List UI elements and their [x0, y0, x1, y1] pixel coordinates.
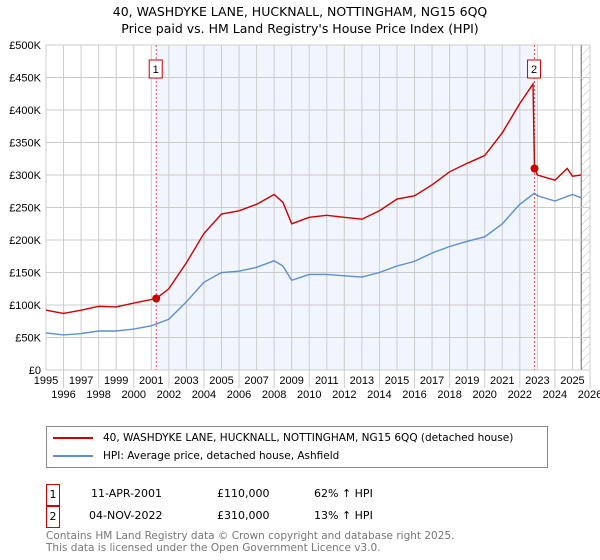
x-tick-label: 1997 — [69, 375, 93, 387]
legend-label: HPI: Average price, detached house, Ashf… — [103, 450, 340, 462]
sale-hpi: 62% ↑ HPI — [314, 487, 373, 500]
x-tick-label: 2003 — [174, 375, 198, 387]
legend-swatch — [53, 437, 93, 439]
x-tick-label: 2009 — [279, 375, 303, 387]
x-tick-label: 2005 — [209, 375, 233, 387]
sale-row: 2 04-NOV-2022 £310,000 13% ↑ HPI — [46, 506, 446, 528]
legend-item-hpi: HPI: Average price, detached house, Ashf… — [53, 447, 339, 465]
legend-swatch — [53, 455, 93, 457]
y-tick-label: £250K — [9, 203, 41, 215]
footer: Contains HM Land Registry data © Crown c… — [46, 530, 454, 554]
sale-row: 1 11-APR-2001 £110,000 62% ↑ HPI — [46, 484, 446, 506]
x-tick-label: 1996 — [51, 389, 75, 401]
x-tick-label: 2008 — [262, 389, 286, 401]
x-tick-label: 2010 — [297, 389, 321, 401]
legend-label: 40, WASHDYKE LANE, HUCKNALL, NOTTINGHAM,… — [103, 432, 514, 444]
x-tick-label: 1995 — [34, 375, 58, 387]
sale-hpi: 13% ↑ HPI — [314, 509, 373, 522]
footer-line: Contains HM Land Registry data © Crown c… — [46, 530, 455, 542]
y-tick-label: £300K — [9, 170, 41, 182]
y-tick-label: £200K — [9, 235, 41, 247]
sale-date: 11-APR-2001 — [91, 487, 163, 500]
x-tick-label: 2014 — [367, 389, 391, 401]
y-tick-label: £150K — [9, 268, 41, 280]
y-tick-label: £350K — [9, 138, 41, 150]
x-tick-label: 2023 — [525, 375, 549, 387]
y-tick-label: £500K — [9, 40, 41, 52]
x-tick-label: 2024 — [543, 389, 567, 401]
plot-border — [45, 44, 591, 371]
chart-subtitle: Price paid vs. HM Land Registry's House … — [121, 21, 479, 36]
y-tick-label: £50K — [15, 333, 41, 345]
sale-date: 04-NOV-2022 — [89, 509, 163, 522]
x-tick-label: 2011 — [315, 375, 339, 387]
x-tick-label: 2002 — [157, 389, 181, 401]
sale-label: 2 — [531, 64, 537, 76]
x-tick-label: 2012 — [332, 389, 356, 401]
x-tick-label: 2013 — [350, 375, 374, 387]
y-tick-label: £450K — [9, 73, 41, 85]
x-tick-label: 2007 — [244, 375, 268, 387]
x-tick-label: 2022 — [508, 389, 532, 401]
sale-point — [530, 164, 539, 173]
x-tick-label: 2001 — [139, 375, 163, 387]
sale-price: £310,000 — [217, 509, 270, 522]
y-tick-label: £400K — [9, 105, 41, 117]
y-tick-label: £0 — [29, 365, 41, 377]
x-tick-label: 2018 — [437, 389, 461, 401]
x-tick-label: 2025 — [560, 375, 584, 387]
sale-label-box — [148, 59, 163, 79]
chart-title: 40, WASHDYKE LANE, HUCKNALL, NOTTINGHAM,… — [112, 4, 488, 19]
series-line — [45, 192, 582, 336]
footer-line: This data is licensed under the Open Gov… — [46, 542, 381, 554]
legend-item-property: 40, WASHDYKE LANE, HUCKNALL, NOTTINGHAM,… — [53, 429, 513, 447]
x-tick-label: 2004 — [192, 389, 216, 401]
sale-point — [152, 294, 161, 303]
sale-label-box — [527, 59, 542, 79]
x-tick-label: 1999 — [104, 375, 128, 387]
x-tick-label: 2020 — [472, 389, 496, 401]
x-tick-label: 2015 — [385, 375, 409, 387]
sale-label: 1 — [153, 64, 159, 76]
sale-marker: 1 — [46, 484, 60, 506]
x-tick-label: 1998 — [86, 389, 110, 401]
x-tick-label: 2016 — [402, 389, 426, 401]
x-tick-label: 2000 — [121, 389, 145, 401]
sale-price: £110,000 — [217, 487, 270, 500]
x-tick-label: 2006 — [227, 389, 251, 401]
x-tick-label: 2026 — [578, 389, 600, 401]
legend: 40, WASHDYKE LANE, HUCKNALL, NOTTINGHAM,… — [46, 426, 548, 468]
sale-marker: 2 — [46, 506, 60, 528]
x-tick-label: 2017 — [420, 375, 444, 387]
y-tick-label: £100K — [9, 300, 41, 312]
x-tick-label: 2021 — [490, 375, 514, 387]
price-chart: 1995 1996 1997 1998 1999 2000 2001 2002 2003 2004… — [9, 40, 600, 401]
x-tick-label: 2019 — [455, 375, 479, 387]
